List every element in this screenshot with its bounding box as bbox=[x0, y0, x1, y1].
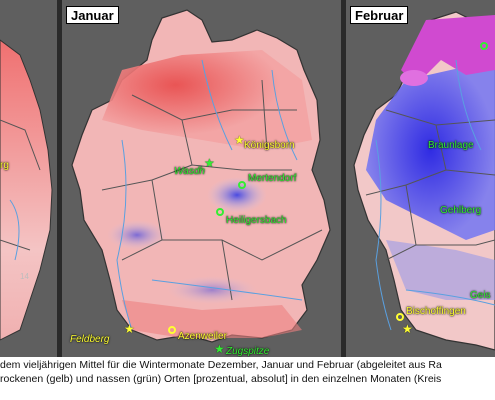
wet-star-icon: ★ bbox=[204, 156, 215, 170]
state-borders-februar bbox=[365, 109, 495, 261]
state-borders-dezember bbox=[0, 119, 41, 251]
rivers-dezember bbox=[9, 199, 20, 261]
panel-title-januar: Januar bbox=[66, 6, 119, 24]
place-label-geis: Geis bbox=[470, 290, 491, 301]
place-label-heiligersbach: Heiligersbach bbox=[226, 215, 287, 226]
wet-circle-icon bbox=[238, 181, 246, 189]
red-area-north bbox=[102, 50, 312, 150]
place-label-mertendorf: Mertendorf bbox=[248, 173, 297, 184]
precip-map-dezember bbox=[0, 39, 53, 341]
dry-star-icon: ★ bbox=[124, 322, 135, 336]
place-label-zugspitze: Zugspitze bbox=[226, 346, 270, 357]
magenta-area-february bbox=[401, 15, 495, 85]
place-label-azenweiler: Azenweiler bbox=[178, 331, 227, 342]
map-panel-februar: Februar Braunlage Gehlberg Geis Bischoff… bbox=[346, 0, 495, 357]
map-figure: rg 14 Januar ★ bbox=[0, 0, 495, 357]
blue-area-february bbox=[366, 60, 495, 240]
germany-shape-dezember bbox=[0, 39, 53, 341]
partial-label-dezember: rg bbox=[0, 160, 9, 171]
rivers-februar bbox=[375, 59, 495, 331]
magenta-spot-february bbox=[400, 70, 428, 86]
blue-area-south-february bbox=[386, 240, 495, 300]
precip-map-januar bbox=[71, 9, 331, 343]
caption-line-1: dem vieljährigen Mittel für die Wintermo… bbox=[0, 359, 442, 371]
wet-star-icon: ★ bbox=[214, 342, 225, 356]
blue-area-center bbox=[207, 177, 267, 213]
wet-circle-icon bbox=[216, 208, 224, 216]
place-label-koenigsborn: Königsborn bbox=[244, 140, 295, 151]
map-panel-dezember: rg 14 bbox=[0, 0, 57, 357]
caption-line-2: rockenen (gelb) und nassen (grün) Orten … bbox=[0, 373, 442, 385]
place-label-bischoffingen: Bischoffingen bbox=[406, 306, 466, 317]
dry-circle-icon bbox=[396, 313, 404, 321]
dry-circle-icon bbox=[168, 326, 176, 334]
place-label-feldberg: Feldberg bbox=[70, 334, 110, 345]
rivers-januar bbox=[116, 59, 303, 331]
panel-title-februar: Februar bbox=[350, 6, 409, 24]
place-label-wasdh: Wasdh bbox=[174, 166, 205, 177]
blue-area-west bbox=[107, 220, 167, 250]
dry-star-icon: ★ bbox=[234, 133, 245, 147]
place-label-braunlage: Braunlage bbox=[428, 140, 474, 151]
grid-number-dezember: 14 bbox=[20, 272, 29, 281]
red-area-south bbox=[122, 300, 302, 338]
figure-caption: dem vieljährigen Mittel für die Wintermo… bbox=[0, 358, 495, 400]
wet-circle-icon bbox=[480, 42, 488, 50]
map-panel-januar: Januar ★ Königsborn ★ Wasdh Mertendorf H… bbox=[62, 0, 341, 357]
place-label-gehlberg: Gehlberg bbox=[440, 205, 482, 216]
state-borders-januar bbox=[101, 79, 323, 301]
dry-star-icon: ★ bbox=[402, 322, 413, 336]
precip-map-februar bbox=[353, 11, 495, 351]
blue-area-south bbox=[167, 276, 257, 304]
